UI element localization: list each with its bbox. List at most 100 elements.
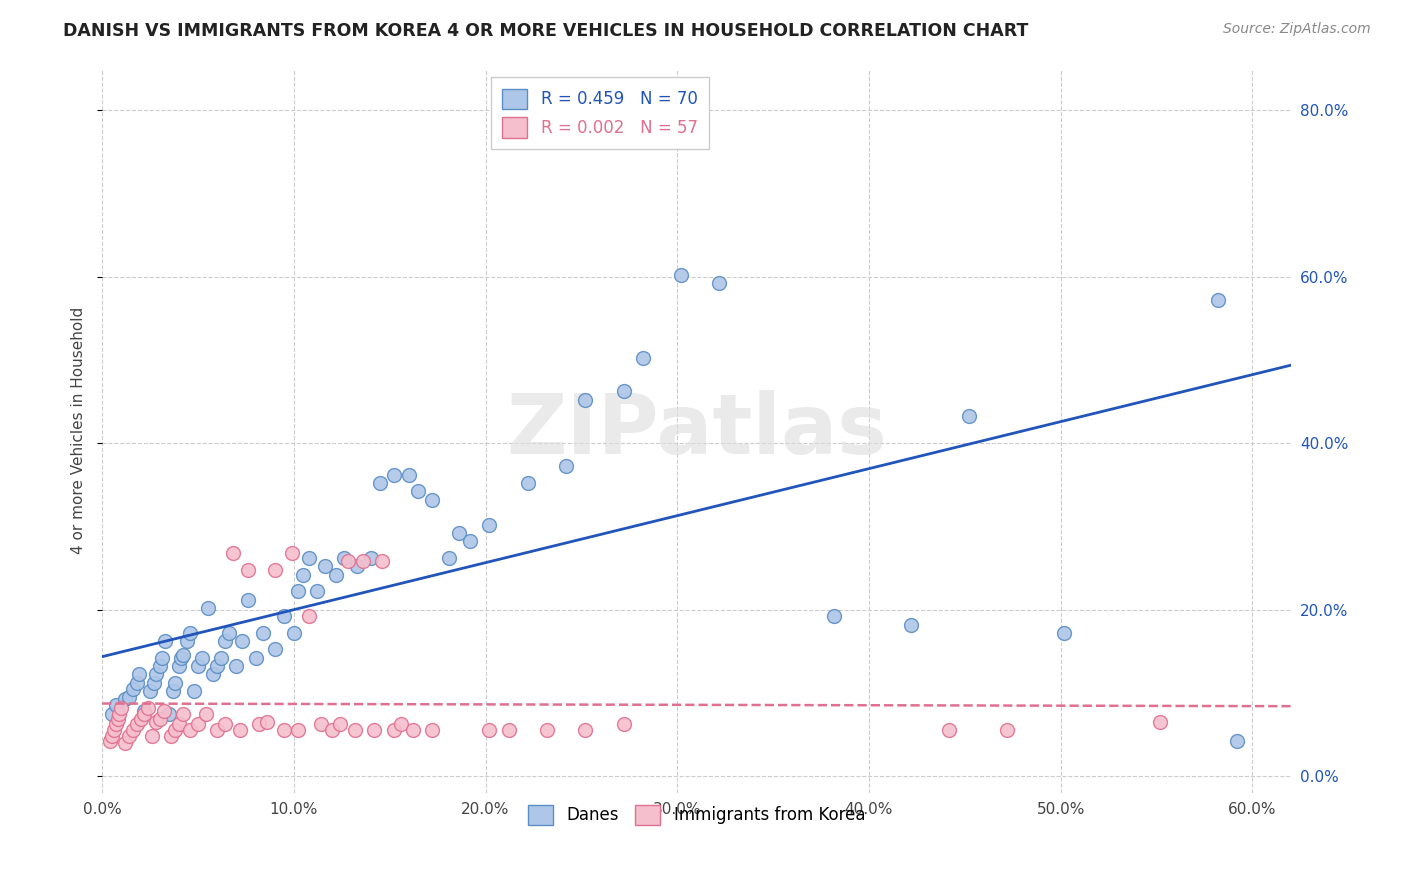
Point xyxy=(287,584,309,599)
Point xyxy=(236,563,259,577)
Point xyxy=(273,723,295,738)
Point xyxy=(104,717,127,731)
Point xyxy=(221,546,243,560)
Point xyxy=(165,675,187,690)
Point xyxy=(125,675,148,690)
Point xyxy=(1206,293,1229,307)
Point xyxy=(104,698,127,713)
Point xyxy=(252,625,274,640)
Point xyxy=(176,634,198,648)
Point xyxy=(305,584,328,599)
Point xyxy=(613,717,636,731)
Point xyxy=(336,554,359,568)
Point xyxy=(128,667,150,681)
Point xyxy=(103,723,125,738)
Point xyxy=(149,659,172,673)
Point xyxy=(458,534,481,549)
Point xyxy=(957,409,980,424)
Point xyxy=(134,706,156,721)
Point xyxy=(309,717,332,731)
Point xyxy=(122,723,145,738)
Point xyxy=(214,717,236,731)
Point xyxy=(122,681,145,696)
Point xyxy=(420,492,443,507)
Point xyxy=(709,277,731,291)
Point xyxy=(314,559,336,574)
Point xyxy=(574,723,596,738)
Point xyxy=(437,550,460,565)
Point xyxy=(114,736,136,750)
Point xyxy=(516,476,538,491)
Point xyxy=(149,713,172,727)
Point xyxy=(321,723,343,738)
Point xyxy=(478,517,501,532)
Point xyxy=(209,650,232,665)
Point xyxy=(143,675,166,690)
Point xyxy=(363,723,385,738)
Point xyxy=(938,723,960,738)
Point xyxy=(360,550,382,565)
Point xyxy=(202,667,225,681)
Point xyxy=(205,723,228,738)
Point xyxy=(129,713,152,727)
Point xyxy=(101,729,124,743)
Text: ZIPatlas: ZIPatlas xyxy=(506,390,887,471)
Point xyxy=(225,659,247,673)
Point xyxy=(136,700,159,714)
Point xyxy=(1053,625,1076,640)
Legend: Danes, Immigrants from Korea: Danes, Immigrants from Korea xyxy=(517,795,875,835)
Point xyxy=(613,384,636,399)
Point xyxy=(110,700,132,714)
Point xyxy=(145,667,167,681)
Point xyxy=(107,713,129,727)
Point xyxy=(329,717,352,731)
Point xyxy=(229,723,252,738)
Point xyxy=(179,625,201,640)
Point xyxy=(172,648,194,663)
Point xyxy=(114,692,136,706)
Point xyxy=(536,723,558,738)
Point xyxy=(101,706,124,721)
Point xyxy=(157,706,180,721)
Point xyxy=(995,723,1018,738)
Text: Source: ZipAtlas.com: Source: ZipAtlas.com xyxy=(1223,22,1371,37)
Point xyxy=(167,659,190,673)
Point xyxy=(245,650,267,665)
Point xyxy=(292,567,315,582)
Point xyxy=(205,659,228,673)
Point xyxy=(408,484,430,499)
Point xyxy=(298,609,321,624)
Point xyxy=(155,634,177,648)
Point xyxy=(263,563,285,577)
Point xyxy=(574,392,596,407)
Point xyxy=(389,717,412,731)
Point xyxy=(167,717,190,731)
Point xyxy=(141,729,163,743)
Point xyxy=(162,684,184,698)
Point xyxy=(152,704,174,718)
Text: DANISH VS IMMIGRANTS FROM KOREA 4 OR MORE VEHICLES IN HOUSEHOLD CORRELATION CHAR: DANISH VS IMMIGRANTS FROM KOREA 4 OR MOR… xyxy=(63,22,1029,40)
Point xyxy=(170,650,193,665)
Point xyxy=(263,642,285,657)
Point xyxy=(247,717,270,731)
Point xyxy=(382,723,405,738)
Point xyxy=(281,546,304,560)
Point xyxy=(398,467,420,482)
Point xyxy=(191,650,214,665)
Point xyxy=(150,650,173,665)
Point xyxy=(179,723,201,738)
Point xyxy=(555,459,578,474)
Point xyxy=(218,625,240,640)
Point xyxy=(382,467,405,482)
Point xyxy=(478,723,501,738)
Point xyxy=(631,351,654,366)
Point xyxy=(183,684,205,698)
Point xyxy=(287,723,309,738)
Point xyxy=(273,609,295,624)
Point xyxy=(371,554,394,568)
Point xyxy=(118,729,141,743)
Point xyxy=(118,690,141,704)
Point xyxy=(447,525,470,540)
Point xyxy=(332,550,354,565)
Point xyxy=(172,706,194,721)
